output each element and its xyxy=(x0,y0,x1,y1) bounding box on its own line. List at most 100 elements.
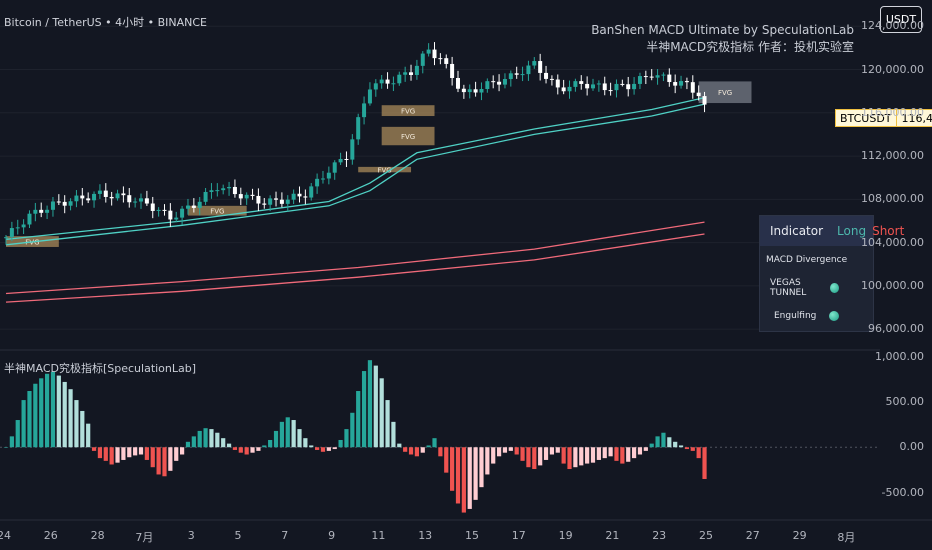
candle-body xyxy=(197,201,202,208)
candle-body xyxy=(109,196,114,199)
candle-body xyxy=(227,186,232,189)
histogram-bar xyxy=(673,441,678,448)
candle-body xyxy=(608,90,613,92)
candle-body xyxy=(320,178,325,180)
histogram-bar xyxy=(391,421,396,448)
time-tick-label: 17 xyxy=(511,529,526,542)
candle-body xyxy=(679,81,684,86)
macd-histogram xyxy=(0,360,880,513)
time-tick-label: 27 xyxy=(745,529,760,542)
histogram-bar xyxy=(39,378,44,448)
histogram-bar xyxy=(502,447,508,453)
histogram-bar xyxy=(86,423,91,448)
candle-body xyxy=(555,79,560,88)
histogram-bar xyxy=(3,447,9,448)
candle-body xyxy=(549,78,554,80)
candle-body xyxy=(573,81,578,87)
signal-row-label: Engulfing xyxy=(774,311,817,321)
candle-body xyxy=(626,84,631,90)
candle-body xyxy=(33,209,38,214)
candle-body xyxy=(268,198,273,205)
histogram-bar xyxy=(332,447,337,450)
histogram-bar xyxy=(127,447,132,458)
candle-body xyxy=(279,199,284,204)
histogram-bar xyxy=(256,447,261,451)
histogram-bar xyxy=(133,447,138,456)
signal-row-engulfing: Engulfing xyxy=(760,302,873,330)
price-tick-label: 120,000.00 xyxy=(861,62,924,76)
histogram-bar xyxy=(44,373,50,448)
ema-teal-line xyxy=(5,96,705,241)
fvg-label: FVG xyxy=(377,167,391,175)
candle-body xyxy=(156,209,161,211)
signal-row-label: VEGAS TUNNEL xyxy=(770,278,807,298)
histogram-bar xyxy=(696,447,701,459)
histogram-bar xyxy=(174,447,179,461)
candle-body xyxy=(291,193,296,200)
candle-body xyxy=(168,210,173,220)
currency-button[interactable]: USDT xyxy=(880,6,922,33)
histogram-bar xyxy=(68,389,73,448)
fvg-label: FVG xyxy=(210,208,224,216)
candle-body xyxy=(655,75,660,78)
fvg-box xyxy=(187,205,247,216)
long-signal-dot xyxy=(829,311,839,321)
histogram-bar xyxy=(450,447,455,491)
symbol-header: Bitcoin / TetherUS • 4小时 • BINANCE xyxy=(4,16,208,29)
candle-body xyxy=(68,201,73,206)
histogram-bar xyxy=(661,432,666,448)
candle-body xyxy=(262,203,267,205)
histogram-bar xyxy=(414,447,419,457)
histogram-bar xyxy=(262,445,267,448)
candle-body xyxy=(285,199,290,204)
histogram-bar xyxy=(367,360,373,448)
candle-body xyxy=(350,139,355,160)
candle-body xyxy=(414,65,419,75)
candle-body xyxy=(62,201,67,206)
histogram-bar xyxy=(21,400,26,448)
histogram-bar xyxy=(80,410,85,448)
candle-body xyxy=(215,190,220,192)
candle-body xyxy=(514,73,519,75)
signal-row-label: MACD Divergence xyxy=(766,255,848,265)
histogram-bar xyxy=(532,447,537,470)
histogram-bar xyxy=(702,447,707,479)
price-tick-label: 100,000.00 xyxy=(861,278,924,292)
indicator-title-cn: 半神MACD究极指标 作者：投机实验室 xyxy=(646,40,854,54)
candle-body xyxy=(696,92,701,97)
histogram-bar xyxy=(97,447,103,459)
candle-body xyxy=(338,158,343,163)
histogram-bar xyxy=(438,447,443,457)
histogram-bar xyxy=(590,447,596,463)
histogram-bar xyxy=(620,447,625,464)
candle-body xyxy=(174,217,179,220)
candle-body xyxy=(467,89,472,93)
candle-body xyxy=(643,76,648,78)
candle-body xyxy=(450,63,455,78)
histogram-bar xyxy=(403,447,408,452)
time-tick-label: 13 xyxy=(418,529,433,542)
candle-body xyxy=(27,213,32,225)
histogram-bar xyxy=(408,447,414,455)
histogram-bar xyxy=(455,447,461,504)
histogram-bar xyxy=(485,447,490,475)
fvg-zones: FVG FVG FVG FVG FVG FVG xyxy=(6,81,752,247)
candle-body xyxy=(632,83,637,90)
fvg-box xyxy=(381,126,435,146)
candle-body xyxy=(485,81,490,90)
histogram-bar xyxy=(397,443,402,448)
candle-body xyxy=(397,74,402,84)
candle-body xyxy=(479,89,484,93)
table-long-label: Long xyxy=(837,224,867,238)
histogram-bar xyxy=(221,438,226,448)
candle-body xyxy=(403,72,408,75)
price-tag-value: 116,428.66 xyxy=(896,109,932,127)
candle-body xyxy=(332,162,337,173)
candle-body xyxy=(86,198,91,201)
histogram-bar xyxy=(103,447,108,461)
grid xyxy=(0,25,880,330)
histogram-bar xyxy=(678,445,684,448)
histogram-bar xyxy=(479,447,484,488)
histogram-bar xyxy=(250,447,255,453)
candle-body xyxy=(221,188,226,191)
